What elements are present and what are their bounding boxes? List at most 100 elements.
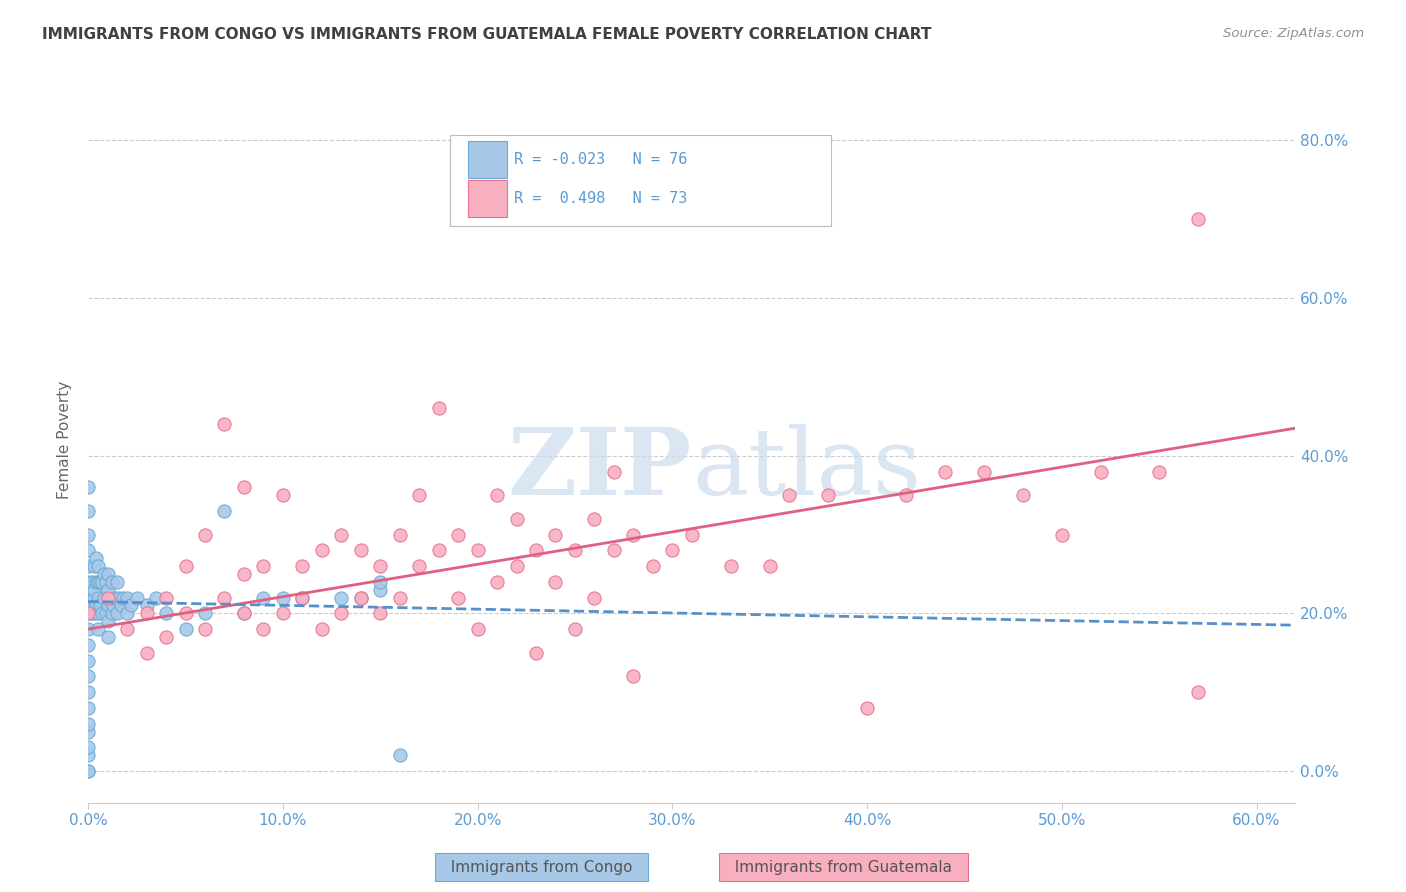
Point [110,599,132,613]
Point [214,504,236,518]
Text: IMMIGRANTS FROM CONGO VS IMMIGRANTS FROM GUATEMALA FEMALE POVERTY CORRELATION CH: IMMIGRANTS FROM CONGO VS IMMIGRANTS FROM… [42,27,932,42]
Point [505,559,527,574]
Point [120,599,142,613]
Point [564,622,586,636]
Point [232,566,254,581]
Point [311,622,333,636]
Point [77,607,100,621]
Text: atlas: atlas [692,424,921,514]
Point [103,599,125,613]
FancyBboxPatch shape [450,136,831,226]
Point [77,559,100,574]
Point [112,591,135,605]
Point [524,543,547,558]
Point [681,527,703,541]
Point [77,701,100,715]
Point [93,566,115,581]
Point [77,764,100,778]
Point [115,622,138,636]
Point [77,669,100,683]
Point [90,574,112,589]
Text: R =  0.498   N = 73: R = 0.498 N = 73 [515,191,688,206]
Point [583,591,606,605]
Point [77,480,100,494]
Point [467,622,489,636]
Point [447,527,470,541]
Point [330,607,353,621]
Point [1187,685,1209,699]
Point [621,669,644,683]
Point [97,582,120,597]
Point [388,527,411,541]
Point [252,622,274,636]
Point [100,607,122,621]
Point [77,740,100,755]
Point [77,607,100,621]
Point [894,488,917,502]
Point [135,646,157,660]
Point [125,591,148,605]
Point [77,654,100,668]
Point [83,582,105,597]
Point [214,591,236,605]
Point [817,488,839,502]
Text: Source: ZipAtlas.com: Source: ZipAtlas.com [1223,27,1364,40]
Point [83,591,105,605]
Point [564,543,586,558]
Point [447,591,470,605]
Point [408,559,430,574]
Point [104,591,127,605]
Point [97,630,120,644]
Point [934,465,956,479]
Point [87,559,110,574]
Point [90,607,112,621]
Point [544,574,567,589]
Point [94,607,117,621]
Point [232,480,254,494]
Point [80,591,103,605]
Point [77,574,100,589]
Point [388,591,411,605]
Point [232,607,254,621]
Point [105,574,128,589]
Point [87,622,110,636]
Point [214,417,236,432]
Point [427,543,450,558]
Point [77,543,100,558]
Point [641,559,664,574]
Point [252,591,274,605]
Point [77,527,100,541]
Point [467,543,489,558]
Text: R = -0.023   N = 76: R = -0.023 N = 76 [515,152,688,167]
Point [271,591,294,605]
Point [271,607,294,621]
Point [174,607,197,621]
Point [486,574,509,589]
Point [778,488,800,502]
Point [94,574,117,589]
Point [83,607,105,621]
Point [135,607,157,621]
Point [368,559,391,574]
Point [80,574,103,589]
Point [330,527,353,541]
Point [544,527,567,541]
Point [973,465,995,479]
Point [621,527,644,541]
Point [155,591,177,605]
Point [505,512,527,526]
Point [524,646,547,660]
Point [194,527,217,541]
Point [758,559,780,574]
Y-axis label: Female Poverty: Female Poverty [58,381,72,500]
Point [194,622,217,636]
Point [77,764,100,778]
Point [97,566,120,581]
Point [350,591,373,605]
Point [84,574,107,589]
Point [583,512,606,526]
Point [368,607,391,621]
Point [720,559,742,574]
Point [97,599,120,613]
Point [388,748,411,763]
